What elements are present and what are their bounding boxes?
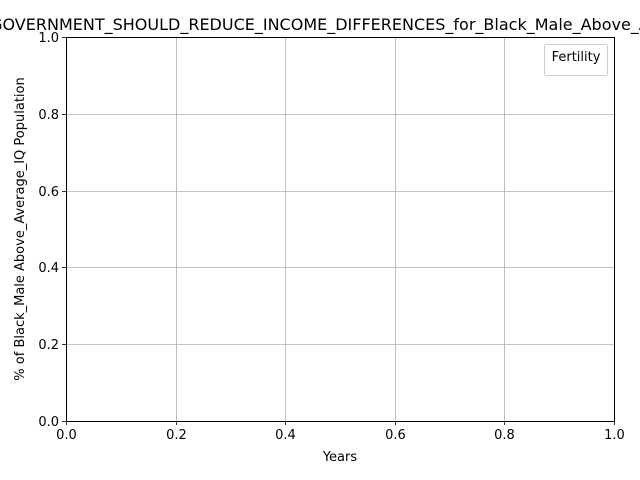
y-axis-label: % of Black_Male Above_Average_IQ Populat… <box>13 77 28 380</box>
y-tick-label: 0.4 <box>38 261 59 276</box>
y-tick-label: 0.8 <box>38 108 59 123</box>
y-tick-label: 0.6 <box>38 185 59 200</box>
y-tick-label: 1.0 <box>38 31 59 46</box>
x-tick-label: 0.6 <box>385 428 406 443</box>
x-tick-label: 0.8 <box>494 428 515 443</box>
x-tick-label: 0.4 <box>275 428 296 443</box>
legend-title: Fertility <box>552 50 601 65</box>
x-axis-ticks: 0.0 0.2 0.4 0.6 0.8 1.0 <box>56 421 625 443</box>
legend-box <box>544 44 608 76</box>
x-tick-label: 0.0 <box>56 428 77 443</box>
y-tick-label: 0.2 <box>38 338 59 353</box>
grid <box>66 37 615 422</box>
x-tick-label: 1.0 <box>604 428 625 443</box>
x-axis-label: Years <box>322 450 358 465</box>
legend: Fertility <box>544 44 608 76</box>
y-axis-ticks: 0.0 0.2 0.4 0.6 0.8 1.0 <box>38 31 66 430</box>
chart-title: THE_GOVERNMENT_SHOULD_REDUCE_INCOME_DIFF… <box>0 15 640 35</box>
y-tick-label: 0.0 <box>38 415 59 430</box>
x-tick-label: 0.2 <box>166 428 187 443</box>
plot-area-frame <box>66 37 615 422</box>
